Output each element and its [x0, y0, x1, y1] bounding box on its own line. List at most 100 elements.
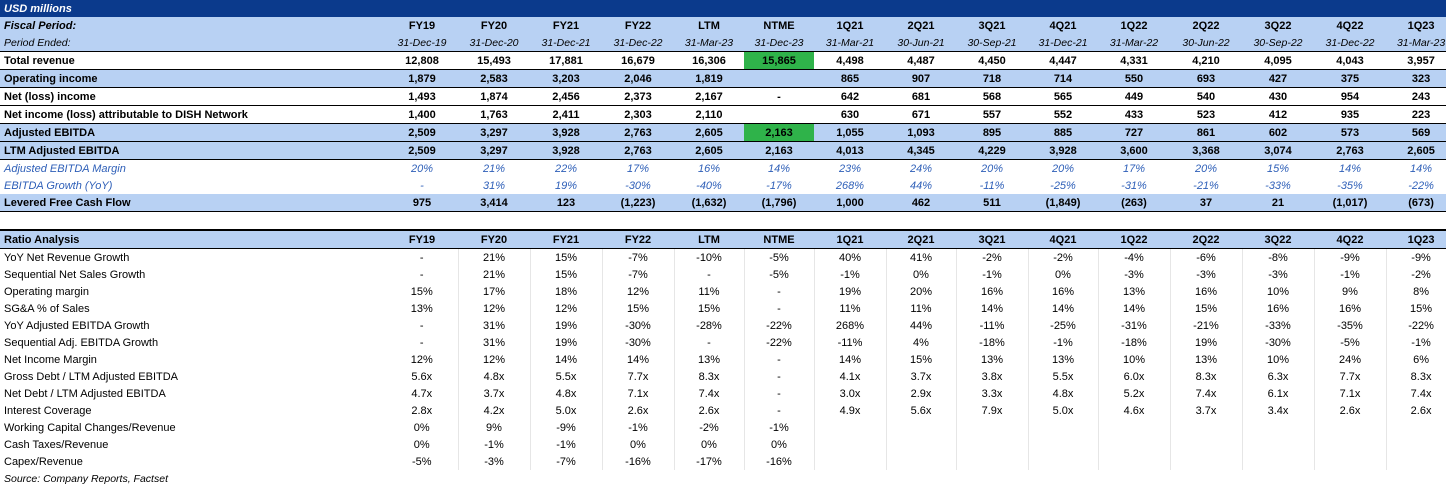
financial-row-cell: 2,163: [744, 123, 814, 142]
ratio-row-cell: 2.8x: [386, 402, 459, 419]
ratio-row-cell: 18%: [530, 283, 603, 300]
period-ended-row-cell: 31-Mar-21: [814, 34, 886, 52]
financial-row-label: Operating income: [0, 69, 386, 88]
ratio-row-cell: 3.7x: [458, 385, 531, 402]
ratio-row-cell: -: [744, 351, 815, 368]
fiscal-period-row-cell: LTM: [674, 17, 744, 34]
ratio-row-cell: [814, 453, 887, 470]
ratio-row-cell: 15%: [886, 351, 957, 368]
ratio-row-cell: 4.6x: [1098, 402, 1171, 419]
financial-row-cell: 1,400: [386, 105, 458, 124]
ratio-row-cell: 19%: [530, 317, 603, 334]
ratio-row-cell: -2%: [1386, 266, 1446, 283]
fiscal-period-row-cell: 2Q21: [886, 17, 956, 34]
financial-row-cell: 14%: [1410, 162, 1433, 175]
fiscal-period-row-label: Fiscal Period:: [0, 17, 386, 34]
ratio-row-cell: 0%: [674, 436, 745, 453]
ratio-row: Net Debt / LTM Adjusted EBITDA 4.7x 3.7x 4.…: [0, 385, 1446, 402]
ratio-row-cell: -16%: [744, 453, 815, 470]
ratio-row-cell: -33%: [1242, 317, 1315, 334]
spacer-row: [0, 212, 1446, 231]
financial-row-cell: 20%: [1194, 162, 1218, 175]
financial-row-cell: 433: [1098, 105, 1170, 124]
financial-row-cell: 430: [1242, 87, 1314, 106]
ratio-row-cell: [1028, 419, 1099, 436]
fiscal-period-row-cell: 1Q22: [1098, 17, 1170, 34]
ratio-row-cell: [1242, 436, 1315, 453]
financial-row-cell: 3,414: [458, 194, 530, 212]
financial-row-cell: 17,881: [530, 51, 602, 70]
ratio-row-cell: 3.4x: [1242, 402, 1315, 419]
financial-row-cell: 1,093: [886, 123, 956, 142]
period-ended-row-cell: 30-Jun-22: [1170, 34, 1242, 52]
ratio-row-cell: 5.2x: [1098, 385, 1171, 402]
ratio-row-cell: 14%: [956, 300, 1029, 317]
ratio-row-label: Operating margin: [4, 285, 89, 298]
financial-row-cell: 671: [886, 105, 956, 124]
financial-row-cell: 3,600: [1098, 141, 1170, 160]
ratio-row-cell: -: [386, 266, 459, 283]
financial-row-cell: 540: [1170, 87, 1242, 106]
ratio-analysis-header-row-cell: 2Q22: [1170, 229, 1242, 249]
fiscal-period-row-cell: 1Q23: [1386, 17, 1446, 34]
ratio-row-cell: [1098, 453, 1171, 470]
ratio-row-cell: [886, 419, 957, 436]
ratio-row-cell: -: [386, 317, 459, 334]
financial-row-cell: -21%: [1193, 179, 1219, 192]
financial-row-cell: 2,167: [674, 87, 744, 106]
financial-row-cell: 1,055: [814, 123, 886, 142]
financial-row-cell: (673): [1386, 194, 1446, 212]
ratio-row-cell: 7.4x: [674, 385, 745, 402]
ratio-row-label: Capex/Revenue: [4, 455, 83, 468]
ratio-row-cell: -2%: [1028, 248, 1099, 266]
ratio-row-cell: -22%: [744, 317, 815, 334]
financial-row-cell: 681: [886, 87, 956, 106]
financial-row-cell: 2,509: [386, 123, 458, 142]
financial-row-cell: 2,605: [674, 123, 744, 142]
ratio-row-cell: 7.7x: [602, 368, 675, 385]
ratio-row-label: SG&A % of Sales: [4, 302, 90, 315]
financial-row-cell: 3,297: [458, 141, 530, 160]
financial-row-cell: (1,017): [1314, 194, 1386, 212]
ratio-row-cell: 10%: [1098, 351, 1171, 368]
financial-row-cell: 375: [1314, 69, 1386, 88]
financial-row-cell: 4,498: [814, 51, 886, 70]
financial-row-cell: 2,456: [530, 87, 602, 106]
financial-row-cell: 552: [1028, 105, 1098, 124]
ratio-row-cell: -: [744, 283, 815, 300]
ratio-analysis-header-row-cell: 1Q23: [1386, 229, 1446, 249]
ratio-row-cell: 14%: [530, 351, 603, 368]
ratio-row-cell: 12%: [602, 283, 675, 300]
financial-row-cell: 2,303: [602, 105, 674, 124]
financial-row-cell: 573: [1314, 123, 1386, 142]
ratio-row-label: Interest Coverage: [4, 404, 92, 417]
financial-row-cell: -11%: [979, 179, 1005, 192]
ratio-row-cell: [956, 453, 1029, 470]
ratio-row-cell: -31%: [1098, 317, 1171, 334]
ratio-row-cell: -2%: [956, 248, 1029, 266]
ratio-row-cell: 0%: [886, 266, 957, 283]
ratio-row-cell: -25%: [1028, 317, 1099, 334]
financial-row-cell: 4,345: [886, 141, 956, 160]
source-row: Source: Company Reports, Factset: [0, 470, 1446, 487]
financial-row: Net (loss) income 1,493 1,874 2,456 2,373 2,1…: [0, 87, 1446, 106]
ratio-row: Interest Coverage 2.8x 4.2x 5.0x 2.6x 2.6x -4.…: [0, 402, 1446, 419]
financial-row-cell: 20%: [410, 162, 434, 175]
ratio-row-cell: 13%: [1098, 283, 1171, 300]
financial-row-cell: 20%: [980, 162, 1004, 175]
ratio-row-cell: [886, 453, 957, 470]
financial-row-cell: 907: [886, 69, 956, 88]
financial-row-cell: 727: [1098, 123, 1170, 142]
financial-row-cell: 3,928: [530, 141, 602, 160]
ratio-row-cell: 20%: [886, 283, 957, 300]
financial-row-cell: 1,493: [386, 87, 458, 106]
financial-row-cell: 37: [1170, 194, 1242, 212]
financial-row-cell: 2,763: [602, 141, 674, 160]
period-ended-row: Period Ended: 31-Dec-19 31-Dec-20 31-Dec-21…: [0, 34, 1446, 52]
fiscal-period-row-cell: 4Q21: [1028, 17, 1098, 34]
ratio-row-cell: -3%: [1098, 266, 1171, 283]
ratio-row-cell: 13%: [674, 351, 745, 368]
ratio-row-cell: 5.6x: [386, 368, 459, 385]
ratio-row-cell: 15%: [1386, 300, 1446, 317]
financial-row-label: Adjusted EBITDA Margin: [4, 162, 126, 175]
